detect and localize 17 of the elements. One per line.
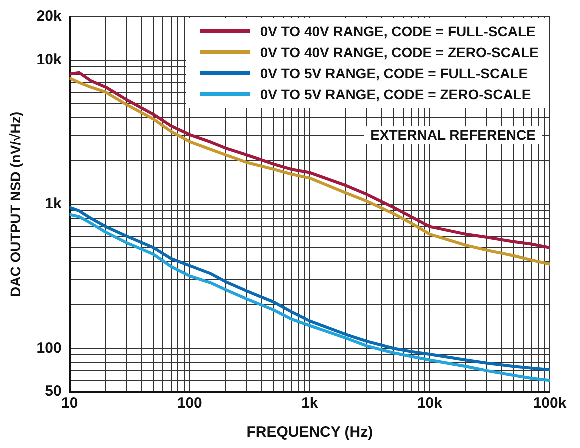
x-axis-title: FREQUENCY (Hz) xyxy=(246,424,374,442)
annotation: EXTERNAL REFERENCE xyxy=(370,126,536,143)
x-tick-label: 100 xyxy=(177,395,202,412)
y-tick-label: 100 xyxy=(36,340,62,357)
x-tick-label: 1k xyxy=(302,395,319,412)
x-tick-label: 100k xyxy=(533,395,568,412)
y-tick-label: 10k xyxy=(36,52,62,69)
legend-label: 0V TO 5V RANGE, CODE = ZERO-SCALE xyxy=(260,86,532,102)
x-tick-label: 10k xyxy=(417,395,444,412)
legend-label: 0V TO 40V RANGE, CODE = ZERO-SCALE xyxy=(260,44,540,60)
y-tick-label: 1k xyxy=(45,196,62,213)
y-axis-title: DAC OUTPUT NSD (nV/√Hz) xyxy=(7,112,24,298)
y-tick-label: 20k xyxy=(36,8,62,26)
legend-label: 0V TO 5V RANGE, CODE = FULL-SCALE xyxy=(260,65,528,82)
y-tick-label: 50 xyxy=(45,383,62,400)
x-tick-label: 10 xyxy=(61,395,78,412)
legend-label: 0V TO 40V RANGE, CODE = FULL-SCALE xyxy=(260,23,536,40)
